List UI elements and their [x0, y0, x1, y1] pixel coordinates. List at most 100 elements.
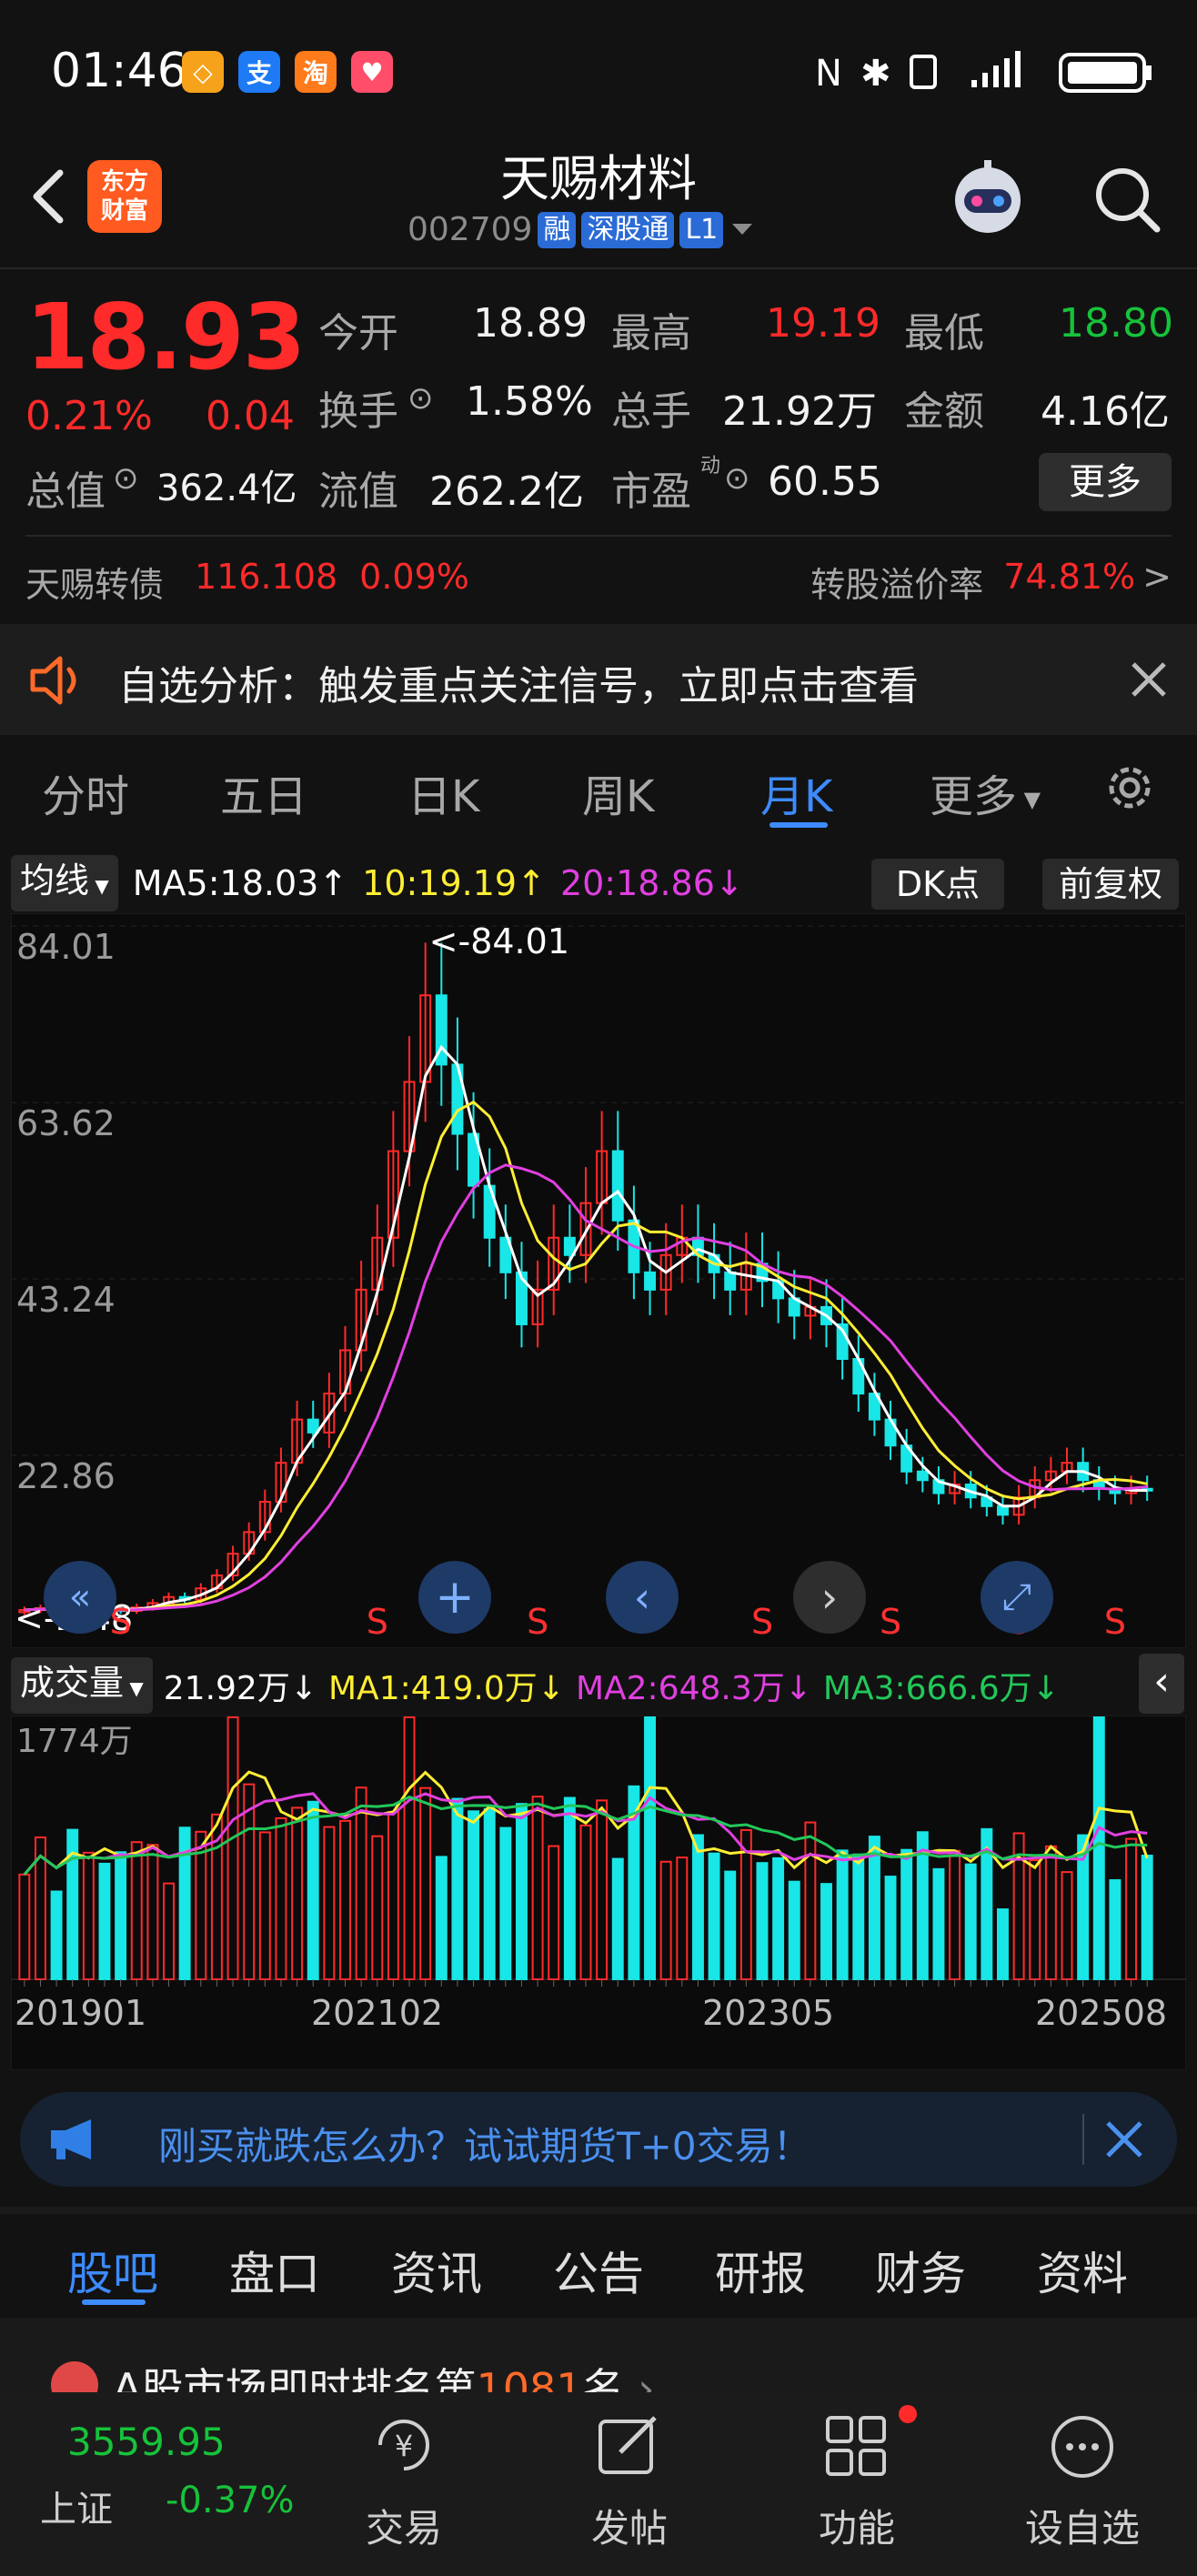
ma10-value: 10:19.19↑	[362, 863, 546, 903]
volume-bar	[788, 1880, 800, 1980]
bond-premium[interactable]: 转股溢价率 74.81% >	[810, 557, 1172, 607]
alert-bar[interactable]: 自选分析：触发重点关注信号，立即点击查看	[0, 624, 1197, 735]
more-button[interactable]: 更多	[1039, 453, 1172, 511]
ma20-value: 20:18.86↓	[559, 863, 744, 903]
volume-selector-label: 成交量	[20, 1663, 125, 1703]
level-tag: L1	[679, 211, 724, 248]
notification-dot	[899, 2405, 917, 2423]
chevron-right-icon[interactable]: ›	[793, 1561, 866, 1634]
post-edit-icon[interactable]	[595, 2412, 664, 2481]
sell-signal-mark: S	[367, 1602, 388, 1642]
tab-daily-k[interactable]: 日K	[407, 771, 480, 822]
chart-frame	[11, 913, 1186, 1648]
info-icon[interactable]: ⊙	[113, 460, 139, 497]
megaphone-icon	[51, 2119, 91, 2159]
x-tick-label: 202508	[1035, 1993, 1167, 2033]
tab-guba[interactable]: 股吧	[67, 2248, 158, 2300]
dropdown-icon: ▼	[89, 875, 109, 897]
low-label: 最低	[904, 310, 984, 357]
nav-function[interactable]: 功能	[818, 2506, 895, 2551]
nav-trade[interactable]: 交易	[365, 2506, 442, 2551]
collapse-panel-icon[interactable]: ‹	[1139, 1654, 1184, 1714]
volume-chart[interactable]: 1774万 201901 202102 202305 202508	[11, 1716, 1186, 2070]
volume-bar	[611, 1857, 624, 1980]
close-icon[interactable]	[1130, 660, 1168, 699]
volume-bar	[1141, 1855, 1153, 1980]
tab-profile[interactable]: 资料	[1037, 2248, 1128, 2300]
volume-bar	[50, 1890, 63, 1980]
volume-selector[interactable]: 成交量 ▼	[11, 1657, 153, 1714]
volume-bar	[772, 1857, 785, 1980]
stock-code-row[interactable]: 002709 融 深股通 L1	[407, 211, 756, 248]
vol-ma1: MA1:419.0万↓	[328, 1670, 565, 1707]
convertible-bond-row[interactable]: 天赐转债 116.108 0.09%	[25, 557, 469, 607]
tab-weekly-k[interactable]: 周K	[582, 771, 655, 822]
index-value[interactable]: 3559.95	[67, 2420, 226, 2464]
nav-watchlist[interactable]: 设自选	[1024, 2506, 1140, 2551]
brand-logo[interactable]: 东方 财富	[87, 160, 162, 233]
candle-body	[387, 1150, 399, 1239]
tab-more-caret-icon: ▼	[1017, 787, 1041, 812]
candle-body	[499, 1236, 512, 1273]
sell-signal-mark: S	[1104, 1602, 1126, 1642]
close-icon[interactable]	[1104, 2119, 1144, 2159]
price-tick-label: 63.62	[16, 1103, 116, 1143]
tab-monthly-k[interactable]: 月K	[760, 771, 833, 822]
rank-row[interactable]: A股市场即时排名第1081名 ›	[0, 2318, 1197, 2413]
tab-more[interactable]: 更多 ▼	[930, 760, 1041, 824]
candle-body	[563, 1236, 576, 1256]
watchlist-more-icon[interactable]	[1048, 2412, 1117, 2481]
candle-body	[531, 1288, 544, 1325]
turnover-value: 1.58%	[466, 378, 593, 425]
promo-banner[interactable]: 刚买就跌怎么办？试试期货T+0交易！	[20, 2092, 1177, 2187]
candle-body	[659, 1253, 672, 1291]
info-icon[interactable]: ⊙	[724, 460, 750, 497]
expand-icon[interactable]: ⤢	[981, 1561, 1053, 1634]
ma-selector-label: 均线	[20, 860, 90, 901]
vol-ma2-line	[23, 1792, 1148, 1876]
trade-yuan-icon[interactable]: ¥	[369, 2410, 438, 2480]
tab-finance[interactable]: 财务	[875, 2248, 966, 2300]
volume-bar	[756, 1862, 769, 1980]
tab-intraday[interactable]: 分时	[42, 771, 130, 822]
tab-announcements[interactable]: 公告	[553, 2248, 644, 2300]
back-arrow-icon[interactable]	[24, 160, 78, 233]
volume-bar	[515, 1803, 528, 1980]
tab-research[interactable]: 研报	[715, 2248, 806, 2300]
tab-news[interactable]: 资讯	[391, 2248, 482, 2300]
candle-body	[724, 1271, 737, 1291]
ma20-line	[24, 1163, 1148, 1613]
index-name[interactable]: 上证	[40, 2489, 113, 2531]
volume-bar	[483, 1807, 496, 1980]
volume-bar	[724, 1870, 737, 1981]
info-icon[interactable]: ⊙	[407, 380, 434, 417]
open-value: 18.89	[473, 300, 588, 347]
assistant-robot-icon[interactable]	[944, 155, 1031, 242]
ma-selector[interactable]: 均线 ▼	[11, 855, 118, 911]
tab-pankou[interactable]: 盘口	[229, 2248, 320, 2300]
stock-code: 002709	[407, 211, 533, 248]
active-tab-indicator	[82, 2299, 146, 2305]
max-price-label: <-84.01	[429, 921, 569, 961]
volume-bar	[868, 1836, 880, 1980]
dk-point-button[interactable]: DK点	[871, 859, 1004, 910]
volume-bar	[644, 1716, 657, 1980]
zoom-in-icon[interactable]: +	[418, 1561, 491, 1634]
function-grid-icon[interactable]	[822, 2412, 891, 2481]
index-change[interactable]: -0.37%	[166, 2480, 295, 2521]
turnover-label: 换手	[318, 388, 398, 435]
adjust-button[interactable]: 前复权	[1042, 859, 1179, 910]
volume-bar	[852, 1853, 865, 1980]
search-icon[interactable]	[1088, 160, 1164, 236]
chevron-left-icon[interactable]: ‹	[606, 1561, 679, 1634]
ma5-line	[24, 1044, 1148, 1613]
settings-gear-icon[interactable]	[1102, 760, 1157, 815]
nav-post[interactable]: 发帖	[590, 2506, 668, 2551]
volume-bar	[836, 1849, 849, 1980]
premium-label: 转股溢价率	[810, 565, 984, 605]
tab-more-label: 更多	[930, 771, 1018, 822]
candle-body	[548, 1236, 560, 1291]
tab-five-day[interactable]: 五日	[220, 771, 308, 822]
rewind-icon[interactable]: «	[44, 1561, 116, 1634]
